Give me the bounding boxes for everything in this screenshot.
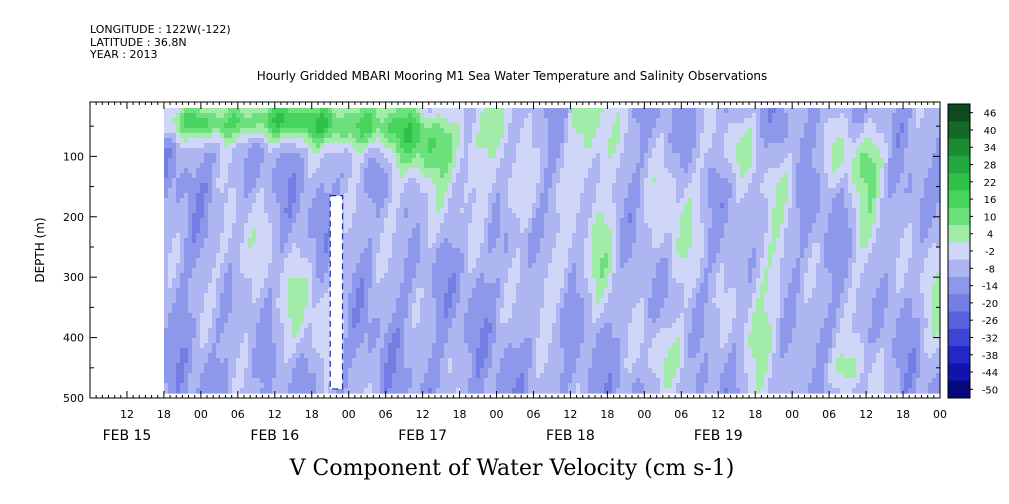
y-tick-label: 500 [63,392,84,405]
colorbar-label: -26 [982,316,998,327]
missing-data-gap [329,195,344,390]
colorbar-label: -20 [982,299,998,310]
colorbar-swatch [948,328,970,347]
colorbar-swatch [948,173,970,191]
colorbar-swatch [948,225,970,243]
x-tick-label: 00 [194,408,208,421]
x-tick-label: 18 [305,408,319,421]
colorbar-label: 40 [984,126,997,137]
x-tick-label: 12 [711,408,725,421]
x-day-label: FEB 17 [398,428,447,444]
colorbar-swatch [948,104,970,122]
colorbar-label: -8 [985,264,995,275]
x-tick-label: 00 [342,408,356,421]
colorbar-swatch [948,242,970,261]
colorbar-swatch [948,380,970,399]
colorbar-swatch [948,207,970,226]
x-tick-label: 06 [379,408,393,421]
x-axis-label: V Component of Water Velocity (cm s-1) [289,456,735,481]
y-tick-label: 100 [63,150,84,163]
x-day-label: FEB 15 [103,428,152,444]
y-ticks [90,125,940,399]
x-tick-label: 12 [268,408,282,421]
x-tick-label: 18 [157,408,171,421]
x-tick-label: 12 [859,408,873,421]
x-tick-label: 00 [637,408,651,421]
x-tick-label: 12 [563,408,577,421]
colorbar-swatch [948,346,970,364]
x-day-label: FEB 18 [546,428,595,444]
colorbar-swatch [948,294,970,312]
x-tick-label: 06 [674,408,688,421]
colorbar-label: 16 [984,195,997,206]
x-tick-label: 06 [231,408,245,421]
colorbar-swatch [948,363,970,382]
y-tick-label: 300 [63,271,84,284]
colorbar-label: 28 [984,161,997,172]
header-longitude: LONGITUDE : 122W(-122) [90,23,231,36]
colorbar-label: 4 [987,230,993,241]
colorbar-label: -44 [982,368,998,379]
colorbar-label: -2 [985,247,995,258]
x-day-label: FEB 19 [694,428,743,444]
colorbar-swatch [948,155,970,174]
x-day-label: FEB 16 [250,428,299,444]
header-latitude: LATITUDE : 36.8N [90,36,187,49]
colorbar-swatch [948,121,970,139]
x-tick-label: 00 [785,408,799,421]
colorbar-label: 22 [984,178,997,189]
x-tick-label: 18 [748,408,762,421]
colorbar-swatch [948,311,970,330]
y-tick-label: 400 [63,332,84,345]
header-year: YEAR : 2013 [90,48,158,61]
colorbar-label: -50 [982,385,998,396]
x-tick-label: 00 [933,408,947,421]
x-tick-label: 06 [822,408,836,421]
colorbar-swatch [948,259,970,278]
x-tick-label: 06 [526,408,540,421]
colorbar-label: -38 [982,351,998,362]
colorbar-label: -14 [982,282,998,293]
y-tick-label: 200 [63,211,84,224]
colorbar-label: 46 [984,109,997,120]
colorbar-label: 34 [984,143,997,154]
x-tick-label: 18 [600,408,614,421]
colorbar-swatch [948,190,970,209]
x-minor-ticks [89,102,941,398]
colorbar-label: -32 [982,333,998,344]
x-tick-label: 18 [453,408,467,421]
x-tick-label: 00 [490,408,504,421]
colorbar-label: 10 [984,212,997,223]
colorbar-swatch [948,138,970,157]
chart-title: Hourly Gridded MBARI Mooring M1 Sea Wate… [257,69,768,83]
x-tick-label: 12 [416,408,430,421]
heatmap-cells [164,108,941,394]
y-axis-label: DEPTH (m) [33,217,47,282]
colorbar-swatch [948,276,970,295]
x-tick-label: 12 [120,408,134,421]
x-tick-label: 18 [896,408,910,421]
